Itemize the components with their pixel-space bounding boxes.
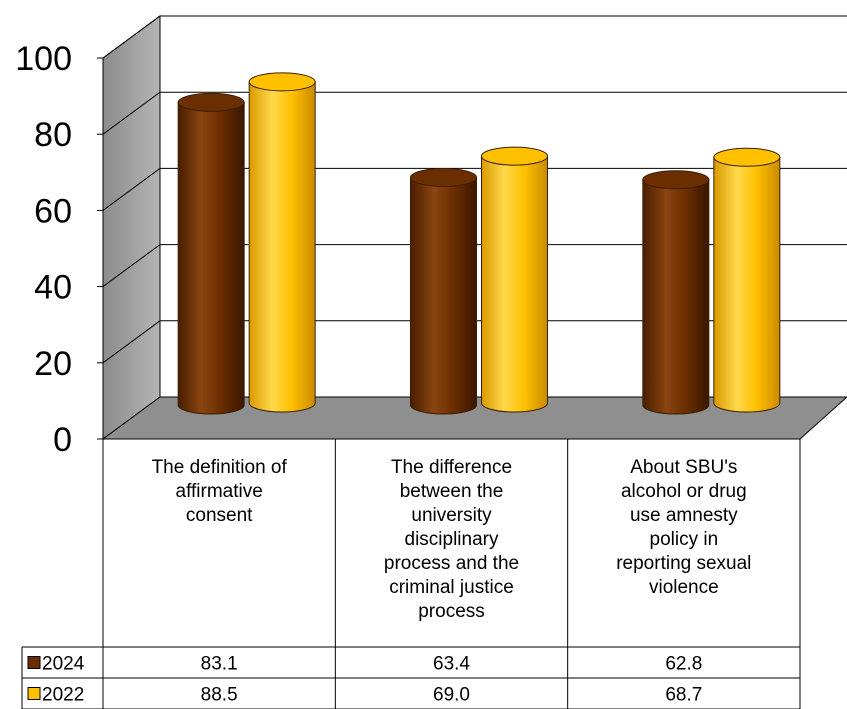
bar-2022-2 [481,146,548,413]
category-label: The definition of affirmative consent [152,457,288,526]
bar-body [642,179,710,415]
data-label: 69.0 [433,685,470,706]
left-wall [102,15,161,440]
bar-2022-1 [248,72,316,413]
bar-body [248,81,316,413]
gridline [102,15,847,59]
bar-body [713,156,781,413]
bar-body [481,155,548,413]
category-label: About SBU's alcohol or drug use amnesty pol… [616,457,751,598]
bar-body [410,176,477,415]
data-label: 83.1 [201,654,238,675]
y-tick-label: 40 [34,269,72,307]
y-tick-label: 60 [34,192,72,230]
bar-2024-1 [177,92,245,415]
bars [177,72,781,415]
data-table: The definition of affirmative consent The d… [21,439,801,709]
legend-key-2022 [27,687,41,700]
bar-top [410,167,477,187]
bar-body [177,101,245,415]
gridline [102,244,847,288]
data-label: 68.7 [665,685,702,706]
bar-2022-3 [713,147,781,413]
bar-2024-3 [642,170,710,415]
y-tick-label: 0 [53,421,72,459]
gridline [102,320,847,364]
legend-key-2024 [27,656,41,669]
legend-label: 2022 [42,685,84,706]
bar-top [713,147,781,167]
data-label: 62.8 [665,654,702,675]
bar-top [642,170,710,190]
y-tick-label: 80 [34,116,72,154]
legend-label: 2024 [42,654,85,675]
gridline [102,91,847,135]
data-label: 88.5 [201,685,238,706]
bar-2024-2 [410,167,477,415]
y-tick-label: 100 [15,40,72,78]
y-axis: 0 20 40 60 80 100 [15,40,104,459]
category-label: The difference between the university disci… [384,457,519,622]
bar-top [481,146,548,166]
gridline [102,167,847,211]
y-tick-label: 20 [34,345,72,383]
bar-top [177,92,245,112]
data-label: 63.4 [433,654,470,675]
bar-top [248,72,316,92]
